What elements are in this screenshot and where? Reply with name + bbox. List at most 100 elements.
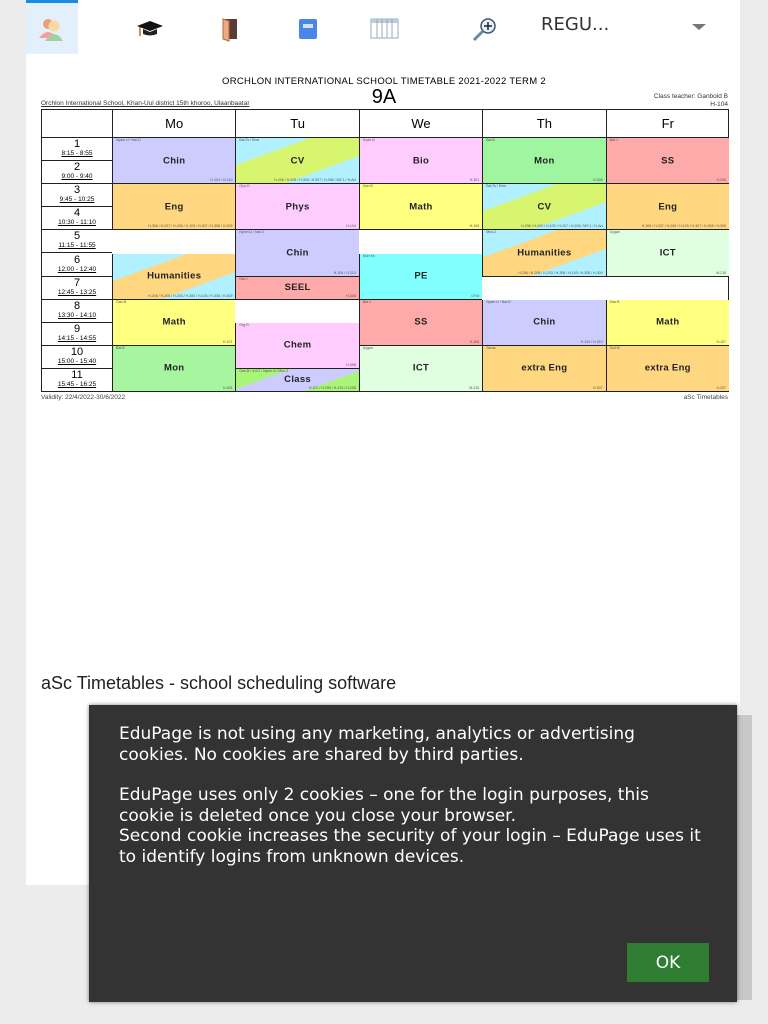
lesson-ss[interactable]: Bat.J SS H-306 bbox=[358, 299, 483, 346]
lesson-phys[interactable]: Oyu.O Phys H-104 bbox=[235, 184, 359, 231]
period-row: 4 10:30 - 11:10 bbox=[42, 207, 112, 231]
lesson-teacher: Bat.J bbox=[239, 276, 248, 281]
chevron-down-icon[interactable] bbox=[692, 24, 706, 30]
lesson-subject: Chem bbox=[283, 339, 312, 351]
teachers-button[interactable] bbox=[26, 0, 78, 54]
period-number: 4 bbox=[73, 207, 81, 220]
lesson-subject: Chin bbox=[286, 247, 309, 259]
lesson-teacher: Uygan bbox=[609, 230, 620, 235]
lesson-subject: SS bbox=[414, 316, 428, 328]
period-number: 8 bbox=[73, 299, 81, 312]
classes-button[interactable] bbox=[124, 4, 176, 54]
lesson-chin[interactable]: Nyam.U / Nar.D Chin H-104 / H-210 bbox=[112, 138, 236, 185]
lesson-cv[interactable]: Bat.Ts / Ener CV H-206 / H-209 / H-306 / H… bbox=[235, 138, 359, 185]
period-row: 1 8:15 - 8:55 bbox=[42, 138, 112, 162]
lesson-subject: Eng bbox=[164, 201, 184, 213]
school-address: Orchlon International School, Khan-Uul d… bbox=[41, 100, 250, 107]
zoom-in-icon bbox=[472, 18, 496, 42]
lesson-subject: SS bbox=[661, 155, 675, 167]
class-teacher: Class teacher: Ganbold B H-104 bbox=[654, 93, 728, 109]
footer-text: aSc Timetables - school scheduling softw… bbox=[41, 673, 397, 693]
lesson-chin[interactable]: Nyam.U / Nar.D Chin H-104 / H-210 bbox=[235, 230, 359, 277]
lesson-math[interactable]: Gan.B Math H-106 bbox=[358, 184, 483, 231]
lesson-class[interactable]: Gan.B / Vd.O / Nyam.A / Mun.Z Class H-107 … bbox=[235, 369, 359, 393]
classrooms-button[interactable] bbox=[204, 4, 256, 54]
lesson-room: H-305 bbox=[222, 386, 233, 391]
lesson-humanities[interactable]: Humanities H-206 / H-208 / H-203 / H-306 … bbox=[112, 253, 236, 300]
lesson-room: H-106 bbox=[469, 224, 480, 229]
period-time: 13:30 - 14:10 bbox=[57, 311, 97, 319]
lesson-subject: CV bbox=[290, 155, 305, 167]
lesson-teacher: Gan.B bbox=[116, 299, 126, 304]
lesson-room: H-306 bbox=[469, 339, 480, 344]
period-row: 11 15:45 - 16:25 bbox=[42, 369, 112, 393]
period-time: 9:00 - 9:40 bbox=[61, 173, 93, 181]
lesson-subject: Chin bbox=[533, 316, 556, 328]
lesson-chin[interactable]: Nyam.U / Nar.D Chin H-104 / H-210 bbox=[482, 299, 606, 346]
ok-button[interactable]: OK bbox=[627, 943, 709, 982]
cookie-dialog: EduPage is not using any marketing, anal… bbox=[89, 705, 737, 1002]
lesson-teacher: Gan.B bbox=[362, 184, 373, 189]
lesson-room: H-206 / H-208 / H-203 / H-306 / H-103 / … bbox=[148, 293, 233, 298]
lesson-room: H-107 bbox=[716, 339, 726, 344]
lesson-math[interactable]: Gan.B Math H-107 bbox=[112, 299, 236, 346]
timetable-button[interactable] bbox=[359, 4, 411, 54]
period-number: 5 bbox=[73, 230, 81, 243]
period-time: 9:45 - 10:25 bbox=[59, 196, 95, 204]
lesson-chem[interactable]: Org.R Chem H-308 bbox=[235, 322, 359, 369]
lesson-teacher: Bat.B bbox=[486, 138, 495, 142]
period-number: 3 bbox=[73, 184, 81, 197]
lesson-subject: Class bbox=[284, 374, 312, 385]
period-number: 9 bbox=[73, 322, 81, 335]
credit: aSc Timetables bbox=[683, 394, 728, 401]
lesson-bio[interactable]: Uyan.N Bio H-301 bbox=[358, 138, 483, 185]
lesson-room: H-306 bbox=[346, 293, 356, 298]
lesson-teacher: Org.R bbox=[239, 322, 249, 327]
period-row: 7 12:45 - 13:25 bbox=[42, 277, 112, 300]
lesson-humanities[interactable]: Mun.Z Humanities H-206 / H-208 / H-203 / H… bbox=[482, 230, 606, 277]
zoom-in-button[interactable] bbox=[459, 4, 511, 54]
day-header: Fr bbox=[605, 110, 729, 138]
lesson-room: H-306 / H-207 / H-206 / H-103 / H-307 / … bbox=[148, 224, 233, 229]
lesson-teacher: Soh.M bbox=[609, 345, 620, 350]
lesson-subject: Eng bbox=[658, 201, 678, 213]
lesson-pe[interactable]: Mun.Kh PE GYM bbox=[358, 253, 483, 300]
timetable-grid: Mo Tu We Th Fr 1 8:15 - 8:55 2 9:00 - 9:40 3 9:45 … bbox=[41, 109, 729, 393]
lesson-teacher: Nyam.U / Nar.D bbox=[486, 299, 511, 304]
period-time: 11:15 - 11:55 bbox=[58, 242, 96, 250]
lesson-subject: Humanities bbox=[517, 247, 572, 259]
lesson-cv[interactable]: Bat.Ts / Ener CV H-208 / H-209 / H-103 / H… bbox=[482, 184, 606, 231]
period-row: 6 12:00 - 12:40 bbox=[42, 254, 112, 277]
lesson-subject: CV bbox=[537, 201, 552, 213]
lesson-room: H-107 bbox=[222, 339, 233, 344]
class-name: 9A bbox=[371, 86, 397, 108]
lesson-teacher: Mun.Z bbox=[486, 230, 497, 235]
lesson-extra-eng[interactable]: Soh.M extra Eng H-307 bbox=[605, 345, 729, 393]
lesson-ict[interactable]: Uygan ICT M-218 bbox=[358, 345, 483, 393]
lesson-mon[interactable]: Bat.B Mon H-305 bbox=[112, 345, 236, 393]
period-number: 11 bbox=[71, 369, 83, 381]
period-number: 1 bbox=[73, 138, 81, 150]
lesson-teacher: Gan.B bbox=[609, 299, 620, 304]
lesson-subject: Math bbox=[409, 201, 433, 213]
lesson-eng[interactable]: Eng H-306 / H-207 / H-206 / H-103 / H-307… bbox=[112, 184, 236, 231]
period-row: 9 14:15 - 14:55 bbox=[42, 323, 112, 346]
validity: Validity: 22/4/2022-30/6/2022 bbox=[41, 394, 126, 401]
view-select[interactable]: REGU... bbox=[541, 14, 610, 35]
day-header: Tu bbox=[235, 110, 359, 138]
lesson-seel[interactable]: Bat.J SEEL H-306 bbox=[235, 276, 359, 300]
lesson-subject: extra Eng bbox=[644, 362, 691, 374]
subjects-button[interactable] bbox=[282, 4, 334, 54]
lesson-ict[interactable]: Uygan ICT M-218 bbox=[605, 230, 729, 277]
lesson-mon[interactable]: Bat.B Mon H-305 bbox=[482, 138, 606, 185]
lesson-eng[interactable]: Eng H-306 / H-207 / H-206 / H-103 / H-307… bbox=[605, 184, 729, 231]
lesson-room: H-308 bbox=[346, 362, 356, 367]
scrollbar[interactable] bbox=[737, 715, 752, 1000]
period-row: 3 9:45 - 10:25 bbox=[42, 184, 112, 208]
timetable-icon bbox=[370, 18, 399, 39]
lesson-math[interactable]: Gan.B Math H-107 bbox=[605, 299, 729, 346]
lesson-subject: SEEL bbox=[284, 281, 311, 293]
lesson-extra-eng[interactable]: Saraa extra Eng H-307 bbox=[482, 345, 606, 393]
lesson-ss[interactable]: Bat.J SS H-206 bbox=[605, 138, 729, 185]
period-row: 2 9:00 - 9:40 bbox=[42, 161, 112, 185]
